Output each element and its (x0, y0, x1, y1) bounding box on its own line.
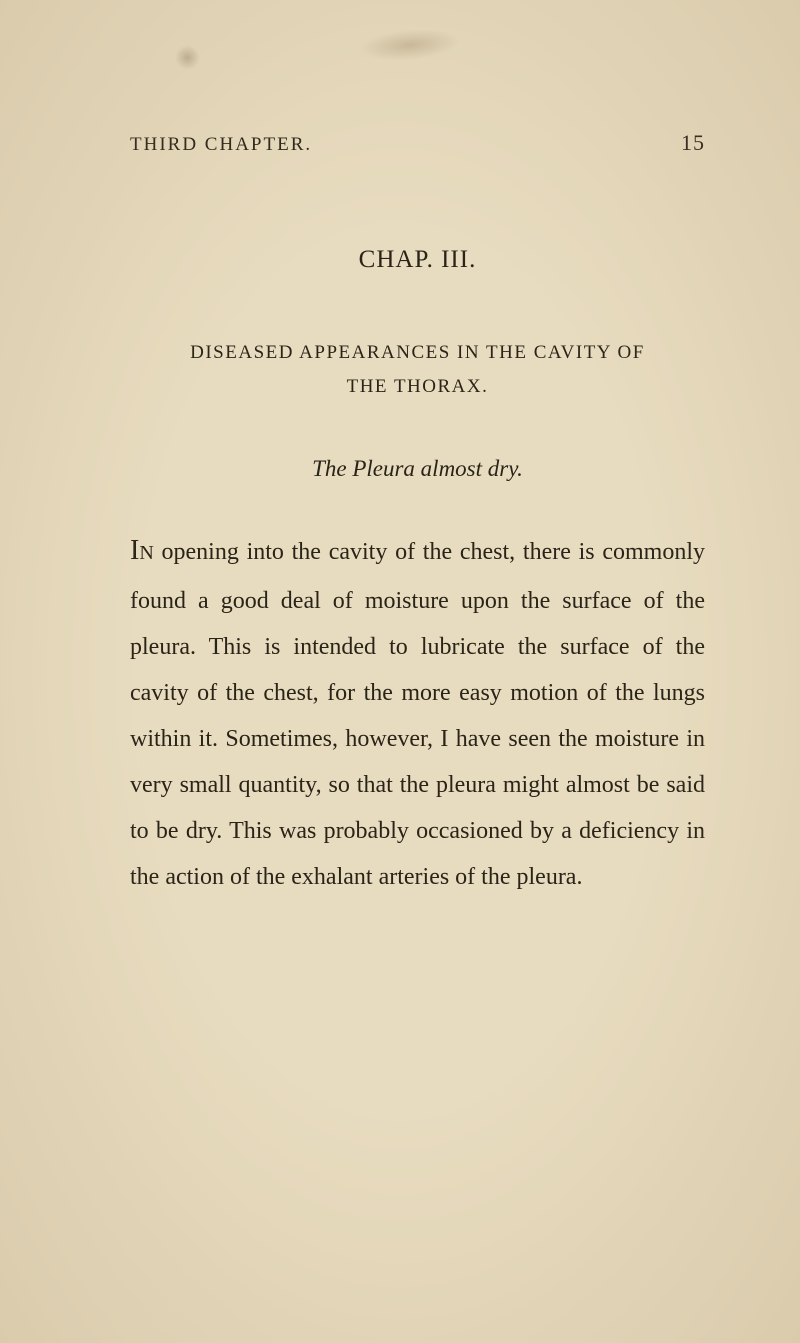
running-header-title: THIRD CHAPTER. (130, 134, 312, 156)
chapter-label: CHAP. III. (130, 246, 705, 274)
body-paragraph: In opening into the cavity of the chest,… (130, 524, 705, 900)
running-header: THIRD CHAPTER. 15 (130, 130, 705, 156)
drop-cap: In (130, 535, 154, 566)
section-title-line2: THE THORAX. (130, 376, 705, 398)
section-subheading: The Pleura almost dry. (130, 456, 705, 482)
page-container: THIRD CHAPTER. 15 CHAP. III. DISEASED AP… (0, 0, 800, 960)
body-text-content: opening into the cavity of the chest, th… (130, 539, 705, 890)
section-title-line1: DISEASED APPEARANCES IN THE CAVITY OF (130, 342, 705, 364)
page-number: 15 (681, 130, 705, 156)
